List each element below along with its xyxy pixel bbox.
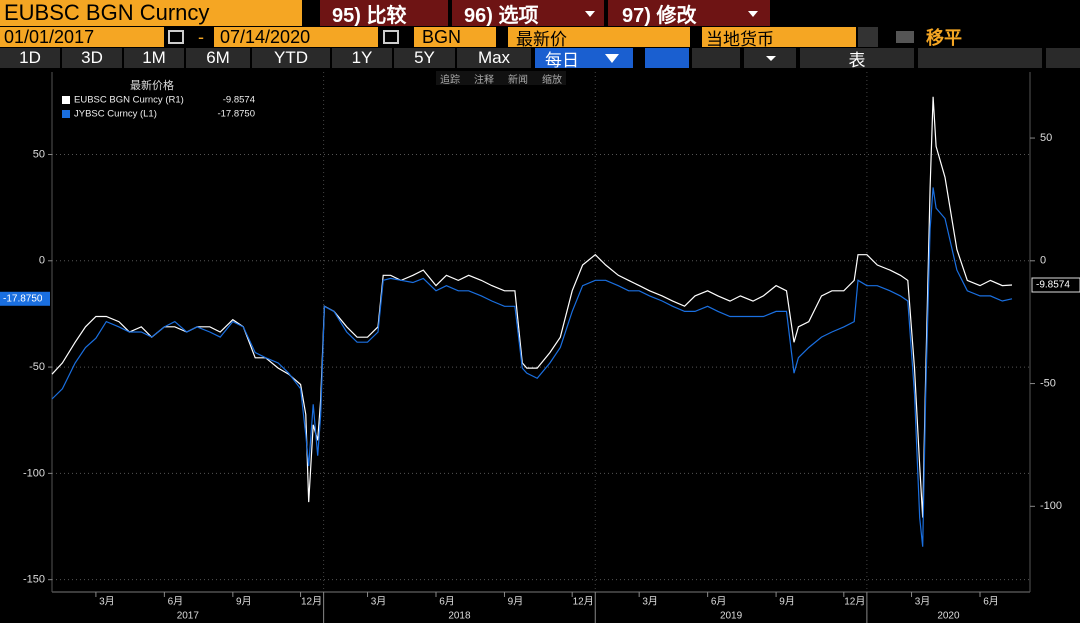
dropdown-arrow	[766, 56, 776, 61]
y-tick-label: -50	[29, 361, 45, 373]
field-select[interactable]: 最新价	[508, 27, 690, 49]
range-button[interactable]: 1Y	[332, 48, 392, 68]
year-label: 2018	[448, 611, 471, 622]
x-tick-label: 9月	[779, 596, 795, 608]
last-value-label: -9.8574	[1036, 280, 1070, 291]
currency-dropdown[interactable]	[858, 27, 878, 47]
checkbox[interactable]	[896, 31, 914, 43]
x-tick-label: 6月	[711, 596, 727, 608]
tool-button[interactable]: 缩放	[542, 74, 562, 86]
x-tick-label: 6月	[168, 596, 184, 608]
calendar-icon[interactable]	[383, 30, 399, 44]
x-tick-label: 6月	[983, 596, 999, 608]
year-label: 2020	[937, 611, 960, 622]
y2-tick-label: 0	[1040, 255, 1046, 267]
start-date[interactable]: 01/01/2017	[0, 27, 164, 47]
currency-select[interactable]: 当地货币	[702, 27, 856, 49]
dropdown-arrow	[748, 11, 758, 17]
expand-button[interactable]	[1046, 48, 1080, 68]
chart-type-button[interactable]	[645, 48, 689, 68]
x-tick-label: 3月	[99, 596, 115, 608]
dropdown-arrow	[585, 11, 595, 17]
end-date[interactable]: 07/14/2020	[214, 27, 378, 47]
y-tick-label: 0	[39, 255, 45, 267]
x-tick-label: 3月	[642, 596, 658, 608]
y2-tick-label: -50	[1040, 377, 1056, 389]
pricing-source[interactable]: BGN	[414, 27, 496, 47]
last-value-tag	[0, 291, 50, 306]
tool-button[interactable]: 新闻	[508, 74, 528, 86]
tool-button[interactable]: 追踪	[440, 74, 460, 86]
x-tick-label: 12月	[844, 596, 865, 608]
year-label: 2019	[720, 611, 743, 622]
year-label: 2017	[177, 611, 200, 622]
range-button[interactable]: 3D	[62, 48, 122, 68]
x-tick-label: 6月	[439, 596, 455, 608]
legend-title: 最新价格	[130, 78, 174, 92]
range-button[interactable]: 1D	[0, 48, 60, 68]
legend-swatch	[62, 110, 70, 118]
last-value-label: -17.8750	[3, 293, 43, 304]
menu-button[interactable]: 96) 选项	[452, 0, 604, 27]
y2-tick-label: 50	[1040, 132, 1052, 144]
legend-value: -9.8574	[223, 95, 255, 106]
ticker[interactable]: EUBSC BGN Curncy	[0, 0, 302, 26]
x-tick-label: 3月	[371, 596, 387, 608]
legend-label: JYBSC Curncy (L1)	[74, 109, 157, 120]
spacer-button	[918, 48, 1042, 68]
range-button[interactable]: 1M	[124, 48, 184, 68]
date-separator: -	[198, 26, 204, 47]
range-button[interactable]: YTD	[252, 48, 330, 68]
x-tick-label: 12月	[301, 596, 322, 608]
range-button[interactable]: Max	[457, 48, 531, 68]
legend-label: EUBSC BGN Curncy (R1)	[74, 95, 184, 106]
x-tick-label: 9月	[236, 596, 252, 608]
legend-swatch	[62, 96, 70, 104]
table-button[interactable]: 表	[800, 48, 914, 70]
last-value-tag	[1031, 277, 1080, 293]
y2-tick-label: -100	[1040, 500, 1062, 512]
y-tick-label: -100	[23, 467, 45, 479]
menu-button[interactable]: 95) 比较	[320, 0, 448, 27]
frequency-select[interactable]: 每日	[535, 48, 633, 70]
range-button[interactable]: 5Y	[394, 48, 455, 68]
range-button[interactable]: 6M	[186, 48, 250, 68]
x-tick-label: 9月	[508, 596, 524, 608]
menu-button[interactable]: 97) 修改	[608, 0, 770, 27]
tool-button[interactable]: 注释	[474, 74, 494, 86]
x-tick-label: 3月	[915, 596, 931, 608]
bar-type-button[interactable]	[692, 48, 740, 68]
legend-value: -17.8750	[217, 109, 255, 120]
series-line	[51, 187, 1013, 547]
chart-tools: 追踪 注释 新闻 缩放	[436, 71, 566, 86]
y-tick-label: 50	[33, 148, 45, 160]
dropdown-arrow	[605, 54, 619, 63]
calendar-icon[interactable]	[168, 30, 184, 44]
x-tick-label: 12月	[573, 596, 594, 608]
series-line	[51, 96, 1013, 518]
smooth-label[interactable]: 移平	[926, 28, 962, 48]
y-tick-label: -150	[23, 574, 45, 586]
